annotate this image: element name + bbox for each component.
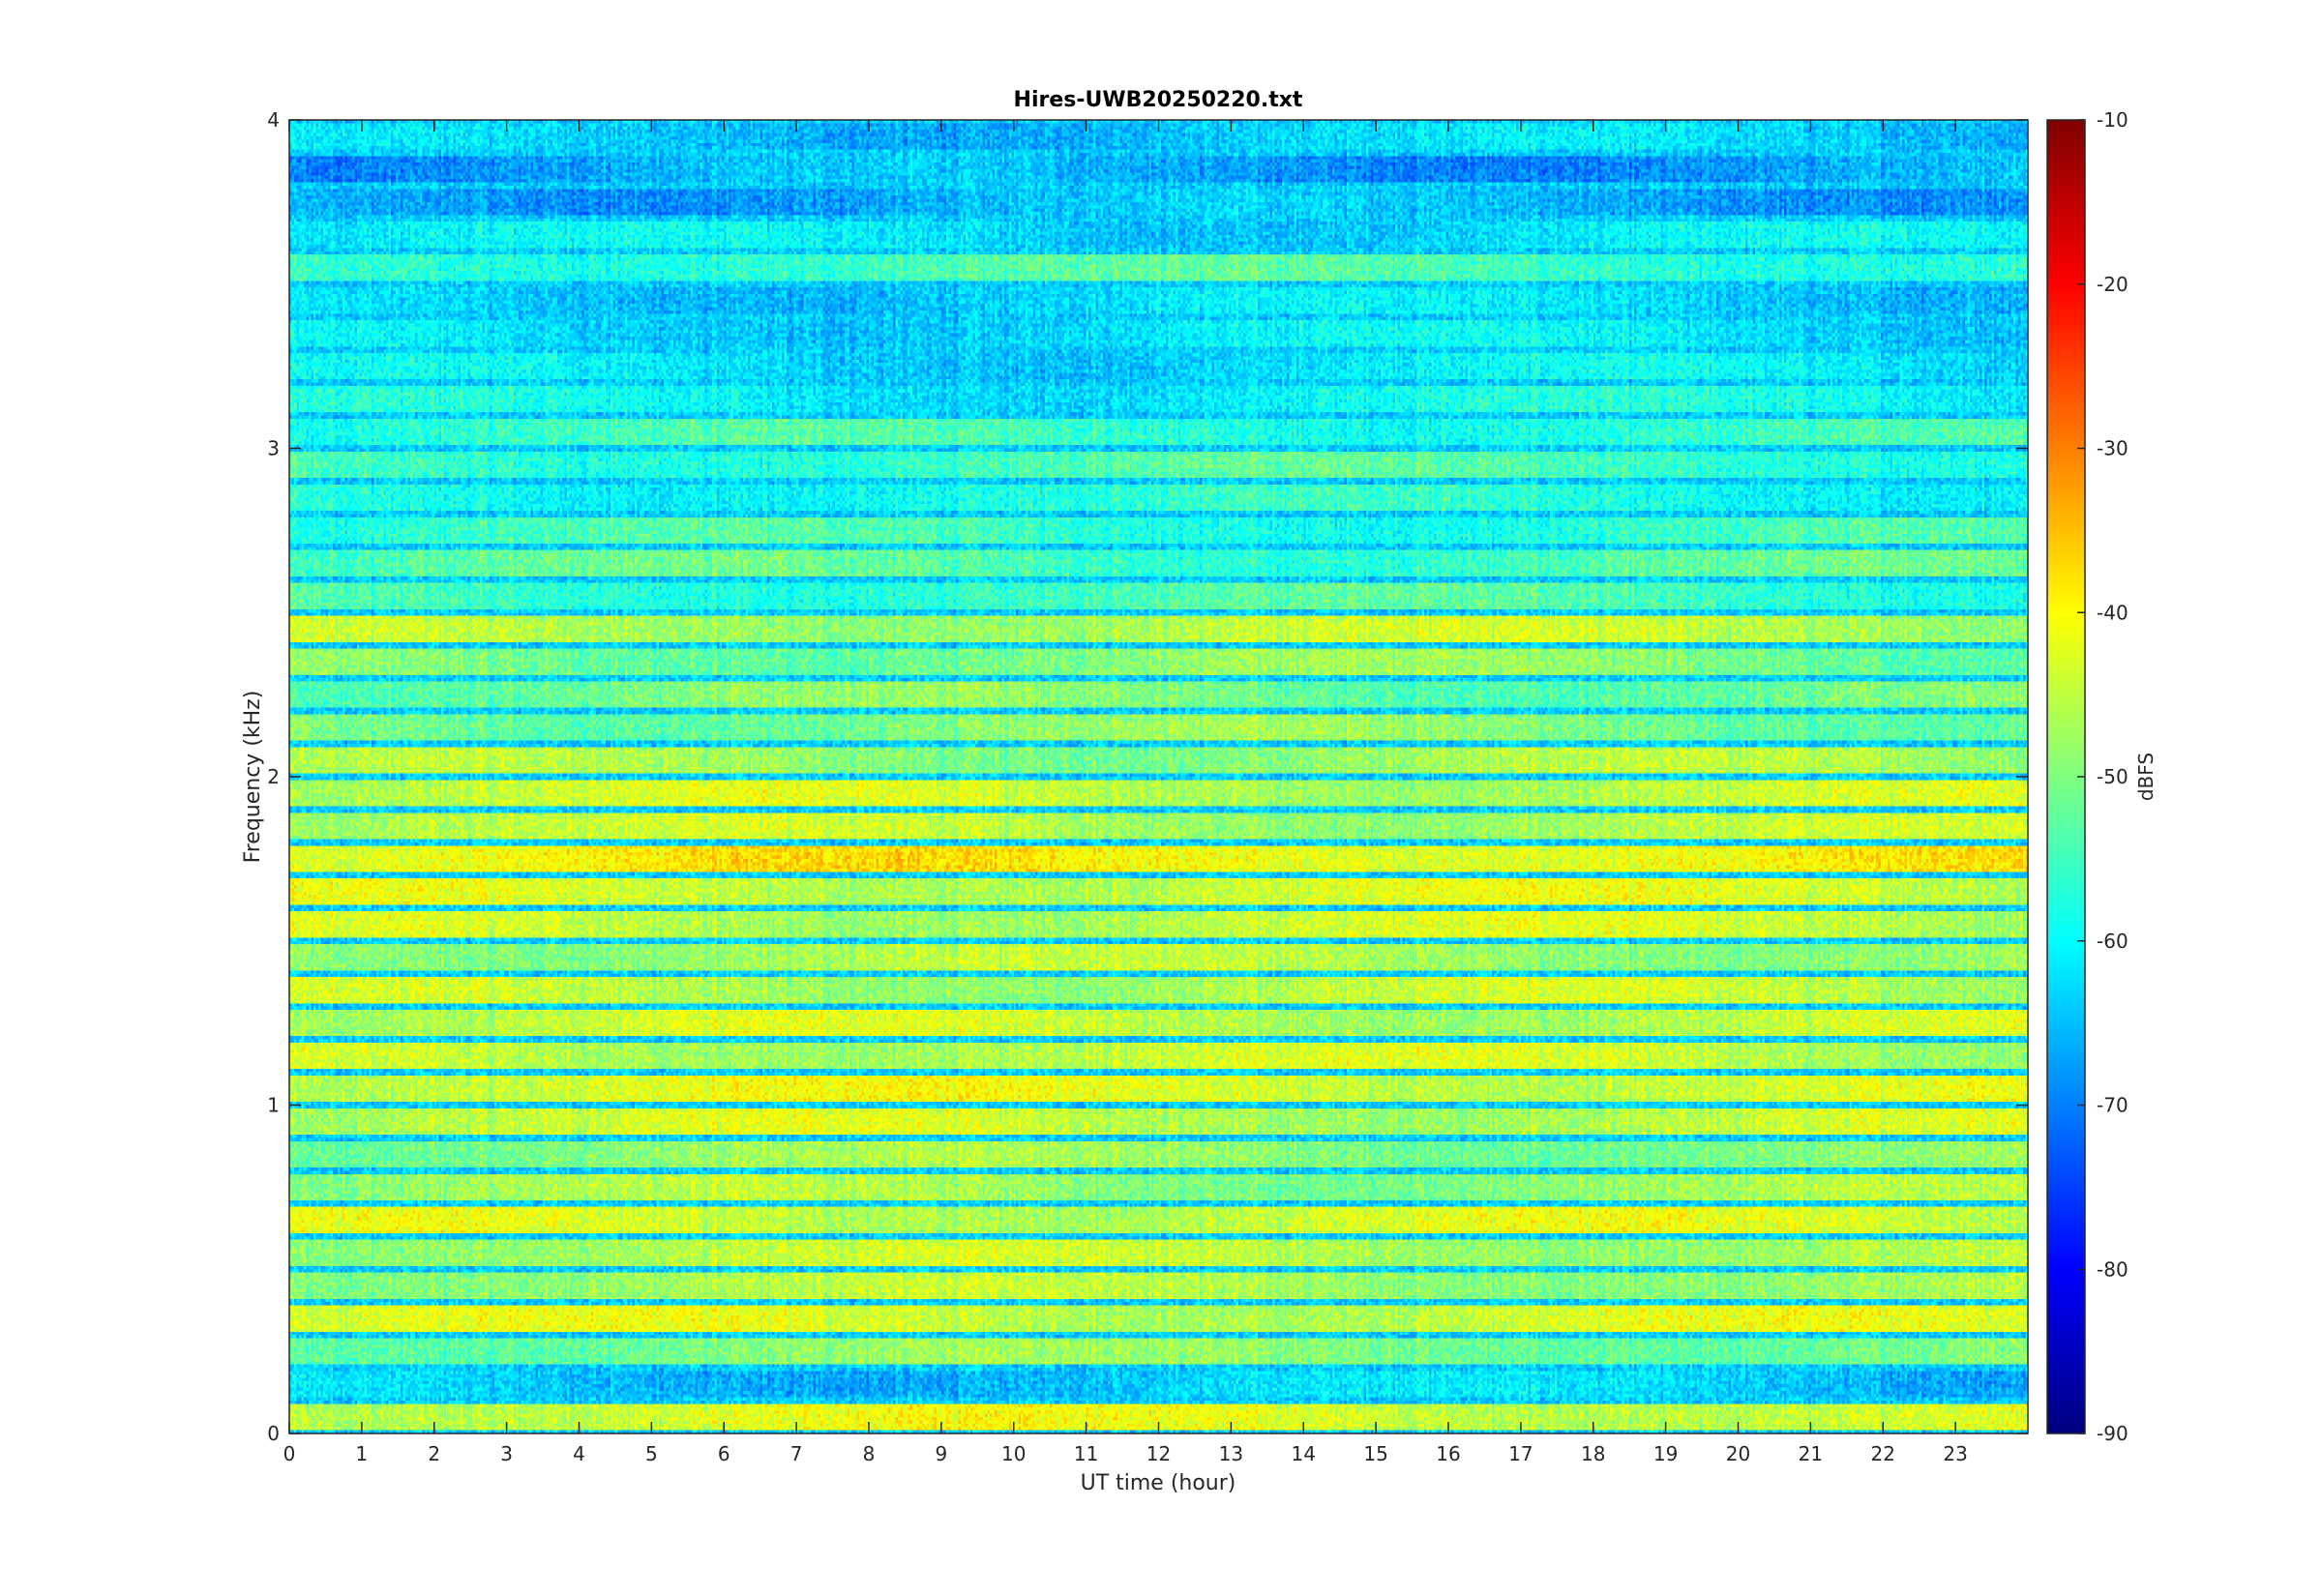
colorbar-tick-label: -70 [2097, 1094, 2128, 1117]
x-axis-label: UT time (hour) [1081, 1471, 1236, 1495]
x-tick-label: 9 [936, 1442, 948, 1465]
y-axis-label: Frequency (kHz) [241, 691, 265, 864]
colorbar-tick-label: -30 [2097, 437, 2128, 460]
chart-title: Hires-UWB20250220.txt [1014, 88, 1303, 112]
colorbar-label: dBFS [2134, 753, 2158, 801]
x-tick-label: 0 [283, 1442, 296, 1465]
x-tick-label: 21 [1799, 1442, 1823, 1465]
x-tick-label: 5 [645, 1442, 658, 1465]
x-tick-label: 22 [1871, 1442, 1895, 1465]
x-tick-label: 10 [1001, 1442, 1026, 1465]
colorbar-tick-label: -10 [2097, 108, 2128, 132]
y-tick-label: 2 [267, 765, 280, 788]
x-tick-label: 14 [1292, 1442, 1316, 1465]
x-tick-label: 19 [1653, 1442, 1678, 1465]
x-tick-label: 3 [500, 1442, 513, 1465]
colorbar-ticks: -90 -80 -70 -60 -50 -40 -30 -20 -10 [2077, 108, 2128, 1445]
x-tick-label: 11 [1074, 1442, 1098, 1465]
x-tick-label: 17 [1508, 1442, 1533, 1465]
colorbar-tick-label: -60 [2097, 930, 2128, 953]
x-tick-label: 15 [1363, 1442, 1387, 1465]
colorbar-tick-label: -80 [2097, 1257, 2128, 1281]
y-tick-label: 3 [267, 437, 280, 460]
x-tick-label: 20 [1726, 1442, 1750, 1465]
x-tick-label: 7 [790, 1442, 803, 1465]
colorbar-tick-label: -90 [2097, 1422, 2128, 1445]
spectrogram-heatmap [289, 120, 2028, 1433]
colorbar-tick-label: -50 [2097, 765, 2128, 788]
y-tick-label: 1 [267, 1094, 280, 1117]
x-tick-label: 2 [428, 1442, 440, 1465]
x-axis-ticks: 0 1 2 3 4 5 6 7 8 9 10 11 12 13 14 15 16 17 18 19 20 21 22 23 [283, 120, 1968, 1465]
y-tick-label: 4 [267, 108, 280, 132]
x-tick-label: 12 [1146, 1442, 1171, 1465]
x-tick-label: 16 [1436, 1442, 1460, 1465]
colorbar-tick-label: -40 [2097, 601, 2128, 624]
x-tick-label: 23 [1943, 1442, 1967, 1465]
colorbar-tick-label: -20 [2097, 273, 2128, 296]
x-tick-label: 13 [1219, 1442, 1243, 1465]
plot-frame [288, 119, 2029, 1434]
y-axis-ticks: 0 1 2 3 4 [267, 108, 2028, 1445]
y-tick-label: 0 [267, 1422, 280, 1445]
x-tick-label: 4 [573, 1442, 585, 1465]
x-tick-label: 6 [718, 1442, 730, 1465]
x-tick-label: 18 [1581, 1442, 1605, 1465]
x-tick-label: 1 [356, 1442, 369, 1465]
x-tick-label: 8 [863, 1442, 876, 1465]
